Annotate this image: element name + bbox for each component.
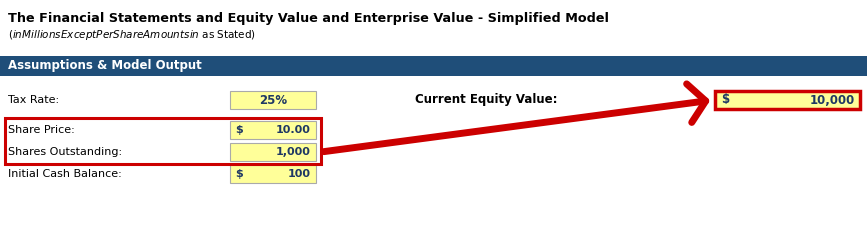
Text: Assumptions & Model Output: Assumptions & Model Output <box>8 60 202 73</box>
Bar <box>230 121 316 139</box>
Text: 100: 100 <box>288 169 311 179</box>
Text: $: $ <box>235 125 243 135</box>
Text: 25%: 25% <box>259 93 287 107</box>
Text: ($ in Millions Except Per Share Amounts in $ as Stated): ($ in Millions Except Per Share Amounts … <box>8 28 256 42</box>
Text: $: $ <box>721 93 729 107</box>
Text: The Financial Statements and Equity Value and Enterprise Value - Simplified Mode: The Financial Statements and Equity Valu… <box>8 12 609 25</box>
Bar <box>5 118 321 164</box>
Text: 1,000: 1,000 <box>276 147 311 157</box>
Bar <box>230 91 316 109</box>
Text: 10.00: 10.00 <box>276 125 311 135</box>
Bar <box>715 91 860 109</box>
Text: $: $ <box>235 169 243 179</box>
Text: Share Price:: Share Price: <box>8 125 75 135</box>
Bar <box>230 165 316 183</box>
Text: 10,000: 10,000 <box>810 93 855 107</box>
Text: Initial Cash Balance:: Initial Cash Balance: <box>8 169 121 179</box>
Text: Shares Outstanding:: Shares Outstanding: <box>8 147 122 157</box>
Text: Tax Rate:: Tax Rate: <box>8 95 59 105</box>
Bar <box>0 56 867 76</box>
Bar <box>230 143 316 161</box>
Text: Current Equity Value:: Current Equity Value: <box>415 93 557 107</box>
